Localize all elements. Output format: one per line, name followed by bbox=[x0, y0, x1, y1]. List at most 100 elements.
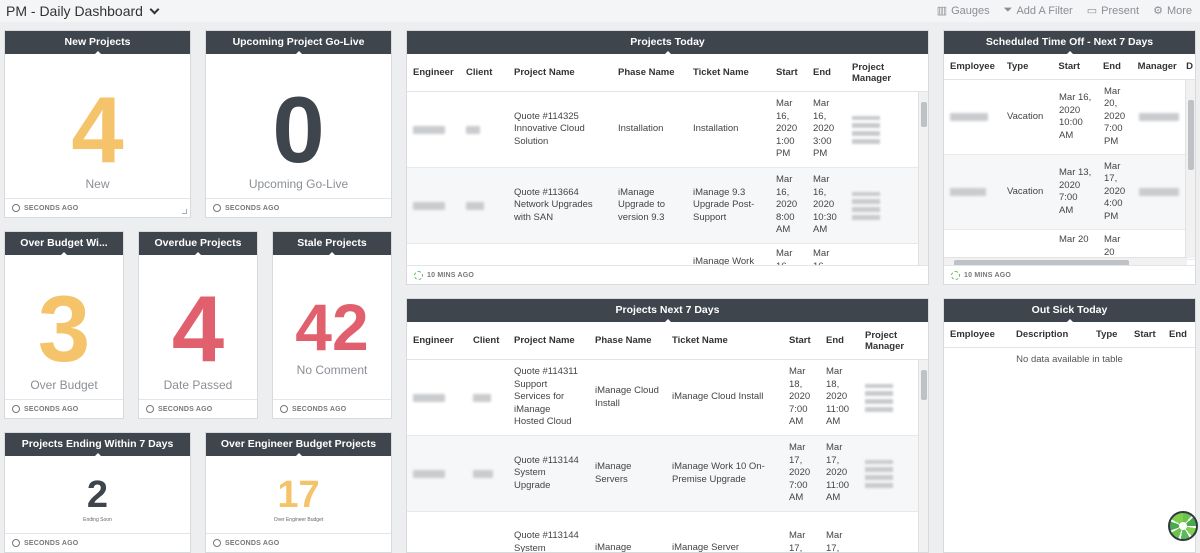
col-description[interactable]: Description bbox=[1016, 329, 1069, 340]
gauge-title: New Projects bbox=[5, 31, 190, 54]
col-type[interactable]: Type bbox=[1006, 61, 1029, 72]
table-title: Out Sick Today bbox=[944, 299, 1195, 322]
resize-handle-icon[interactable] bbox=[182, 209, 187, 214]
col-start[interactable]: Start bbox=[1134, 329, 1156, 340]
present-label: Present bbox=[1101, 4, 1140, 17]
gauge-footer: SECONDS AGO bbox=[5, 399, 123, 418]
gauge-value: 4 bbox=[171, 276, 225, 381]
table-body: Quote #114311 Support Services for iMana… bbox=[407, 360, 928, 553]
scroll-thumb[interactable] bbox=[954, 260, 1129, 266]
table-row[interactable]: Quote #113664 Network Upgrades with SAN … bbox=[407, 168, 928, 244]
app-logo-icon[interactable] bbox=[1168, 511, 1198, 541]
table-footer: 10 MINS AGO bbox=[407, 265, 928, 284]
clock-icon bbox=[12, 405, 20, 413]
cell-end: Mar 20 bbox=[1104, 234, 1121, 258]
refresh-icon[interactable] bbox=[414, 270, 423, 280]
cell-ticket-name: iManage Server bbox=[672, 542, 740, 553]
table-body: Quote #114325 Innovative Cloud Solution … bbox=[407, 92, 928, 280]
projects-next-7-days-table: Projects Next 7 Days Engineer Client Pro… bbox=[406, 298, 929, 553]
empty-message: No data available in table bbox=[1016, 354, 1123, 365]
col-project-manager[interactable]: Project Manager bbox=[852, 61, 892, 84]
col-end[interactable]: End bbox=[1102, 61, 1121, 72]
vertical-scrollbar[interactable] bbox=[1185, 80, 1195, 258]
col-project-manager[interactable]: Project Manager bbox=[865, 329, 905, 352]
gauges-button[interactable]: ▥ Gauges bbox=[937, 4, 990, 18]
gauge-value: 0 bbox=[272, 77, 325, 182]
dashboard-title[interactable]: PM - Daily Dashboard bbox=[6, 3, 160, 19]
gauge-stale[interactable]: Stale Projects 42 No Comment SECONDS AGO bbox=[272, 231, 392, 419]
col-manager[interactable]: Manager bbox=[1137, 61, 1177, 72]
refresh-icon[interactable] bbox=[951, 270, 960, 280]
more-label: More bbox=[1166, 4, 1192, 17]
gauge-ending-soon[interactable]: Projects Ending Within 7 Days 2 Ending S… bbox=[4, 432, 191, 553]
redacted-manager bbox=[852, 191, 880, 220]
col-project-name[interactable]: Project Name bbox=[514, 67, 575, 78]
cell-project-name: Quote #114311 Support Services for iMana… bbox=[514, 366, 579, 428]
cell-phase-name: iManage Upgrade to version 9.3 bbox=[618, 186, 666, 223]
updated-text: SECONDS AGO bbox=[158, 405, 213, 413]
scroll-thumb[interactable] bbox=[1188, 100, 1194, 170]
table-header: Employee Type Start End Manager D bbox=[944, 54, 1195, 80]
col-end[interactable]: End bbox=[1169, 329, 1187, 340]
vertical-scrollbar[interactable] bbox=[918, 92, 928, 267]
gauge-title: Upcoming Project Go-Live bbox=[206, 31, 391, 54]
cell-end: Mar 20, 2020 7:00 PM bbox=[1104, 85, 1126, 147]
table-row[interactable]: Quote #114325 Innovative Cloud Solution … bbox=[407, 92, 928, 168]
gauge-title: Overdue Projects bbox=[139, 232, 257, 255]
table-row[interactable]: Quote #113144 System Upgrade iManage Ser… bbox=[407, 436, 928, 512]
horizontal-scrollbar[interactable] bbox=[944, 257, 1187, 267]
col-project-name[interactable]: Project Name bbox=[514, 335, 575, 346]
more-button[interactable]: ⚙ More bbox=[1153, 4, 1192, 18]
cell-start: Mar 16, 2020 1:00 PM bbox=[776, 98, 798, 160]
col-phase-name[interactable]: Phase Name bbox=[595, 335, 652, 346]
present-button[interactable]: ▭ Present bbox=[1087, 4, 1140, 18]
col-start[interactable]: Start bbox=[776, 67, 798, 78]
add-filter-button[interactable]: ⏷ Add A Filter bbox=[1004, 4, 1073, 17]
col-start[interactable]: Start bbox=[1058, 61, 1081, 72]
cell-ticket-name: Installation bbox=[693, 123, 739, 135]
col-employee[interactable]: Employee bbox=[950, 61, 995, 72]
col-ticket-name[interactable]: Ticket Name bbox=[693, 67, 749, 78]
updated-text: 10 MINS AGO bbox=[964, 271, 1012, 279]
table-row[interactable]: Quote #113144 System iManage iManage Ser… bbox=[407, 512, 928, 553]
updated-text: SECONDS AGO bbox=[225, 539, 280, 547]
scroll-thumb[interactable] bbox=[921, 370, 927, 400]
col-phase-name[interactable]: Phase Name bbox=[618, 67, 675, 78]
table-row[interactable]: Vacation Mar 13, 2020 7:00 AM Mar 17, 20… bbox=[944, 155, 1195, 230]
table-row[interactable]: Quote #114311 Support Services for iMana… bbox=[407, 360, 928, 436]
gauge-label: Ending Soon bbox=[83, 517, 112, 523]
col-d[interactable]: D bbox=[1186, 61, 1193, 72]
gauge-overdue[interactable]: Overdue Projects 4 Date Passed SECONDS A… bbox=[138, 231, 258, 419]
redacted-manager bbox=[865, 383, 893, 412]
table-title: Scheduled Time Off - Next 7 Days bbox=[944, 31, 1195, 54]
gauge-footer: SECONDS AGO bbox=[206, 533, 391, 552]
col-end[interactable]: End bbox=[826, 335, 844, 346]
cell-end: Mar 17, 2020 11:00 AM bbox=[826, 442, 850, 504]
col-ticket-name[interactable]: Ticket Name bbox=[672, 335, 728, 346]
redacted-client bbox=[466, 201, 484, 210]
col-client[interactable]: Client bbox=[473, 335, 500, 346]
col-engineer[interactable]: Engineer bbox=[413, 335, 454, 346]
vertical-scrollbar[interactable] bbox=[918, 360, 928, 552]
gauge-go-live[interactable]: Upcoming Project Go-Live 0 Upcoming Go-L… bbox=[205, 30, 392, 218]
chevron-down-icon[interactable] bbox=[149, 4, 160, 14]
gauge-over-engineer-budget[interactable]: Over Engineer Budget Projects 17 Over En… bbox=[205, 432, 392, 553]
gauge-footer: SECONDS AGO bbox=[5, 533, 190, 552]
cell-end: Mar 17, 2020 bbox=[826, 530, 843, 553]
gauge-footer: SECONDS AGO bbox=[5, 198, 190, 217]
scroll-thumb[interactable] bbox=[921, 102, 927, 127]
col-employee[interactable]: Employee bbox=[950, 329, 995, 340]
col-type[interactable]: Type bbox=[1096, 329, 1118, 340]
col-engineer[interactable]: Engineer bbox=[413, 67, 454, 78]
gauge-over-budget[interactable]: Over Budget Wi... 3 Over Budget SECONDS … bbox=[4, 231, 124, 419]
col-client[interactable]: Client bbox=[466, 67, 493, 78]
gauge-value: 2 bbox=[86, 474, 109, 516]
gauge-label: Over Engineer Budget bbox=[273, 517, 324, 523]
col-start[interactable]: Start bbox=[789, 335, 811, 346]
clock-icon bbox=[146, 405, 154, 413]
cell-start: Mar 16, 2020 8:00 AM bbox=[776, 174, 798, 236]
gauge-new-projects[interactable]: New Projects 4 New SECONDS AGO bbox=[4, 30, 191, 218]
col-end[interactable]: End bbox=[813, 67, 831, 78]
table-row[interactable]: Mar 20 Mar 20 bbox=[944, 230, 1195, 260]
table-row[interactable]: Vacation Mar 16, 2020 10:00 AM Mar 20, 2… bbox=[944, 80, 1195, 155]
